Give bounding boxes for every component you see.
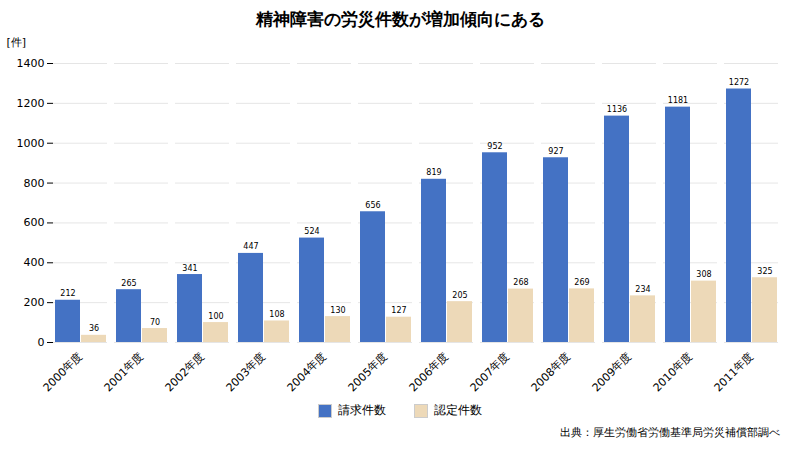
svg-text:1272: 1272 (729, 78, 749, 87)
svg-text:2003年度: 2003年度 (224, 350, 269, 395)
svg-text:2009年度: 2009年度 (590, 350, 635, 395)
html-text:精神障害の労災件数が増加傾向にある: 精神障害の労災件数が増加傾向にある (255, 9, 545, 29)
svg-text:600: 600 (24, 216, 45, 229)
svg-text:2010年度: 2010年度 (651, 350, 696, 395)
html-text:出典：厚生労働省労働基準局労災補償部調べ: 出典：厚生労働省労働基準局労災補償部調べ (560, 426, 780, 439)
svg-text:819: 819 (426, 168, 441, 177)
svg-text:325: 325 (757, 267, 772, 276)
svg-text:2007年度: 2007年度 (468, 350, 513, 395)
svg-text:212: 212 (60, 289, 75, 298)
svg-text:2004年度: 2004年度 (285, 350, 330, 395)
svg-text:952: 952 (487, 142, 502, 151)
svg-text:1181: 1181 (668, 96, 688, 105)
html-text:認定件数: 認定件数 (434, 403, 482, 417)
svg-text:2006年度: 2006年度 (407, 350, 452, 395)
svg-text:234: 234 (635, 285, 650, 294)
svg-text:400: 400 (24, 256, 45, 269)
svg-text:2011年度: 2011年度 (712, 350, 757, 395)
svg-text:269: 269 (574, 278, 589, 287)
svg-text:2000年度: 2000年度 (41, 350, 86, 395)
svg-text:108: 108 (269, 310, 284, 319)
svg-text:2002年度: 2002年度 (163, 350, 208, 395)
svg-text:265: 265 (121, 279, 136, 288)
svg-text:1400: 1400 (17, 57, 45, 70)
svg-text:[件]: [件] (7, 36, 27, 49)
svg-text:36: 36 (89, 324, 99, 333)
html-text:請求件数: 請求件数 (338, 403, 386, 417)
svg-text:205: 205 (452, 291, 467, 300)
svg-text:1000: 1000 (17, 137, 45, 150)
svg-text:656: 656 (365, 201, 380, 210)
svg-text:1200: 1200 (17, 97, 45, 110)
svg-text:2001年度: 2001年度 (102, 350, 147, 395)
svg-text:800: 800 (24, 177, 45, 190)
svg-text:268: 268 (513, 278, 528, 287)
svg-text:130: 130 (330, 306, 345, 315)
svg-text:1136: 1136 (607, 105, 627, 114)
svg-text:70: 70 (150, 318, 160, 327)
svg-text:100: 100 (208, 312, 223, 321)
svg-text:2008年度: 2008年度 (529, 350, 574, 395)
svg-text:308: 308 (696, 270, 711, 279)
svg-text:927: 927 (548, 147, 563, 156)
svg-text:127: 127 (391, 306, 406, 315)
svg-text:2005年度: 2005年度 (346, 350, 391, 395)
svg-text:524: 524 (304, 227, 319, 236)
svg-text:200: 200 (24, 296, 45, 309)
svg-text:447: 447 (243, 242, 258, 251)
svg-text:341: 341 (182, 264, 197, 273)
svg-text:0: 0 (38, 336, 45, 349)
